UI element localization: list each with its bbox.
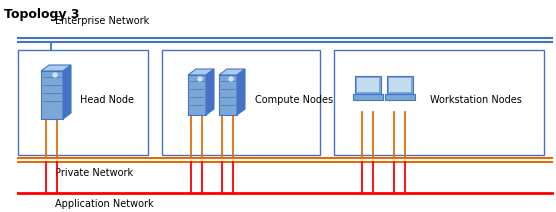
Bar: [357, 78, 379, 92]
Circle shape: [229, 77, 233, 81]
Bar: [334, 50, 544, 155]
Bar: [162, 50, 320, 155]
Polygon shape: [63, 65, 71, 119]
Bar: [219, 75, 237, 115]
Text: Compute Nodes: Compute Nodes: [255, 95, 333, 105]
Bar: [188, 75, 206, 115]
Text: Private Network: Private Network: [55, 168, 133, 178]
Circle shape: [198, 77, 202, 81]
Bar: [355, 76, 381, 94]
Bar: [389, 78, 411, 92]
Text: Application Network: Application Network: [55, 199, 153, 209]
Text: Head Node: Head Node: [80, 95, 134, 105]
Bar: [387, 76, 413, 94]
Bar: [18, 50, 148, 155]
Polygon shape: [237, 69, 245, 115]
Polygon shape: [206, 69, 214, 115]
Circle shape: [53, 73, 57, 77]
Bar: [385, 94, 415, 100]
Polygon shape: [41, 65, 71, 71]
Bar: [41, 71, 63, 119]
Text: Topology 3: Topology 3: [4, 8, 80, 21]
Polygon shape: [219, 69, 245, 75]
Text: Enterprise Network: Enterprise Network: [55, 16, 149, 26]
Polygon shape: [188, 69, 214, 75]
Bar: [353, 94, 383, 100]
Text: Workstation Nodes: Workstation Nodes: [430, 95, 522, 105]
